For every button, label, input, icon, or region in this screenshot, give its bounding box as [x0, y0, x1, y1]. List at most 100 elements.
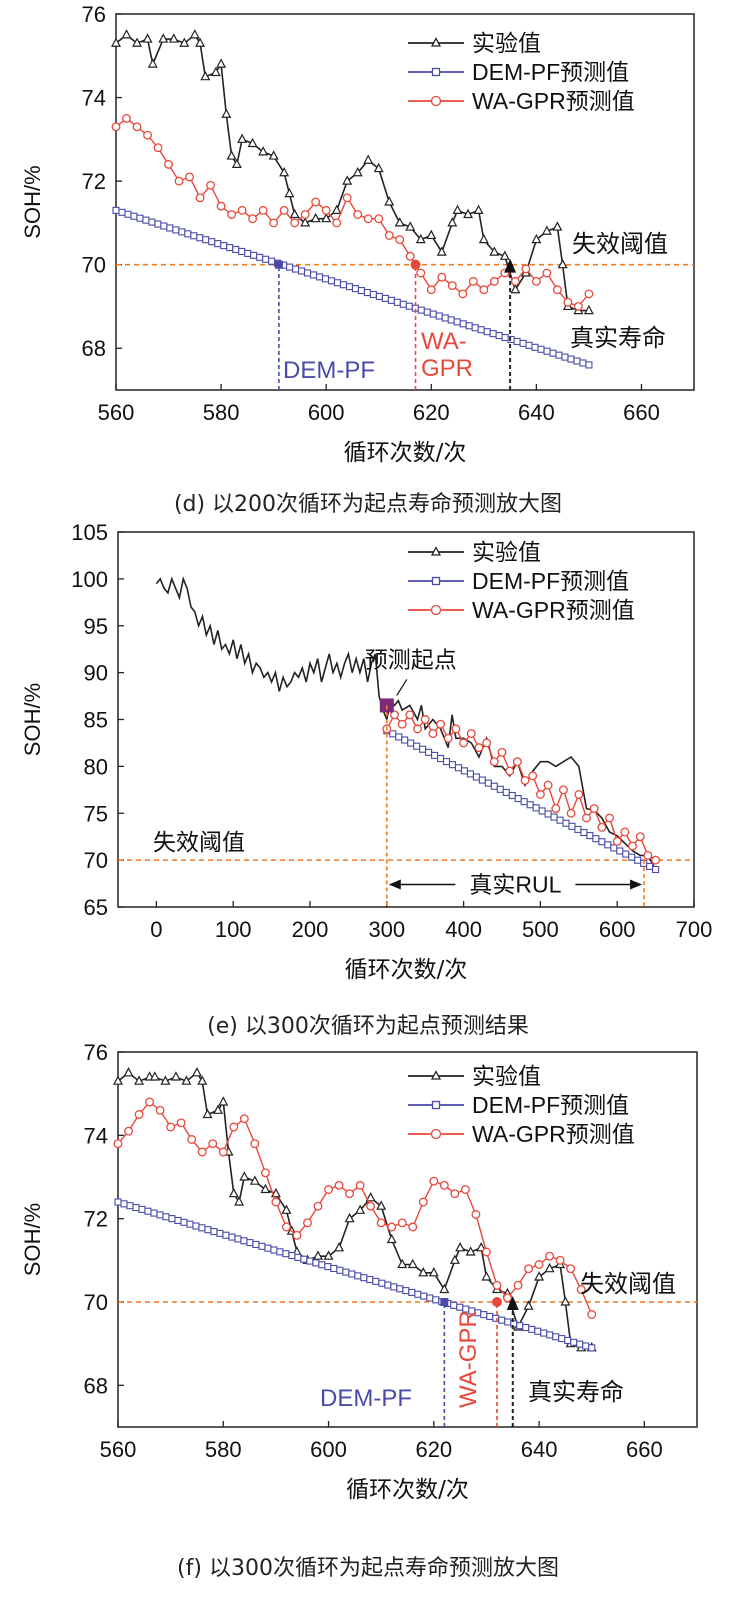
data-point — [213, 1104, 224, 1114]
data-point — [172, 226, 180, 234]
data-point — [418, 1267, 429, 1277]
data-point — [408, 1222, 418, 1232]
gpr-label-1: WA- — [421, 328, 467, 355]
data-point — [149, 1071, 160, 1081]
x-tick-label: 560 — [100, 1437, 137, 1462]
threshold-label: 失效阈值 — [153, 830, 245, 856]
data-point — [123, 1067, 134, 1077]
data-point — [574, 790, 584, 799]
data-point — [651, 855, 661, 865]
data-point — [418, 1197, 428, 1207]
data-point — [646, 862, 654, 870]
data-point — [195, 37, 206, 47]
data-point — [200, 70, 211, 81]
data-point — [431, 751, 439, 759]
x-tick-label: 620 — [415, 1437, 452, 1462]
data-point — [419, 745, 427, 753]
data-point — [397, 719, 407, 729]
data-point — [452, 204, 463, 214]
data-point — [579, 359, 587, 367]
dem-label: DEM-PF — [283, 357, 375, 384]
data-point — [386, 1233, 397, 1244]
data-point — [153, 143, 163, 153]
data-point — [543, 780, 553, 790]
data-point — [239, 1114, 249, 1124]
data-point — [181, 1075, 192, 1085]
data-point — [476, 1242, 487, 1252]
data-point — [394, 217, 405, 227]
data-point — [437, 754, 445, 763]
data-point — [372, 1277, 380, 1285]
data-point — [450, 1189, 460, 1199]
data-point — [234, 1196, 245, 1206]
data-point — [395, 733, 403, 741]
x-tick-label: 500 — [522, 917, 559, 942]
data-point — [525, 341, 533, 349]
x-tick-label: 600 — [308, 400, 345, 425]
series-line — [117, 1101, 593, 1315]
data-point — [471, 324, 479, 332]
x-tick-label: 600 — [599, 917, 636, 942]
x-axis-label: 循环次数/次 — [345, 957, 468, 983]
data-point — [282, 1250, 290, 1258]
data-point — [210, 66, 221, 77]
data-point — [138, 1205, 146, 1213]
data-point — [612, 836, 622, 846]
data-point — [528, 771, 538, 781]
data-point — [384, 1281, 392, 1289]
data-point — [432, 1296, 440, 1304]
data-point — [309, 271, 318, 279]
rul-arrow-left — [388, 879, 401, 890]
true-life-label: 真实寿命 — [528, 1378, 624, 1406]
data-point — [498, 1316, 506, 1324]
data-point — [543, 347, 551, 355]
data-point — [228, 1187, 239, 1198]
legend-label: WA-GPR预测值 — [472, 1121, 635, 1147]
data-point — [622, 850, 630, 858]
data-point — [502, 788, 510, 796]
data-point — [443, 733, 453, 743]
data-point — [478, 776, 486, 784]
data-point — [252, 1240, 260, 1249]
x-tick-label: 600 — [310, 1437, 347, 1462]
data-point — [568, 822, 576, 830]
data-point — [535, 790, 545, 799]
data-point — [546, 1331, 554, 1339]
data-point — [407, 739, 415, 747]
data-point — [454, 764, 463, 772]
data-point — [300, 1255, 308, 1263]
data-point — [620, 827, 630, 837]
x-tick-label: 400 — [445, 917, 482, 942]
data-point — [220, 242, 228, 250]
x-tick-label: 640 — [518, 400, 555, 425]
data-point — [298, 267, 306, 275]
data-point — [118, 208, 126, 216]
data-point — [132, 37, 143, 47]
data-point — [208, 1139, 218, 1149]
data-point — [564, 1336, 572, 1344]
y-axis-label: SOH/% — [20, 165, 45, 238]
legend: 实验值 DEM-PF预测值 WA-GPR预测值 — [408, 1063, 635, 1147]
data-point — [510, 283, 521, 294]
data-point — [436, 246, 447, 256]
data-point — [415, 233, 426, 244]
legend-marker — [430, 546, 442, 556]
data-point — [221, 108, 232, 118]
data-point — [557, 258, 568, 269]
data-point — [573, 301, 583, 311]
data-point — [166, 1122, 176, 1132]
data-point — [429, 310, 437, 318]
data-point — [544, 810, 552, 818]
y-tick-label: 105 — [71, 520, 108, 545]
data-point — [360, 1274, 368, 1282]
data-point — [303, 1218, 312, 1228]
data-point — [413, 742, 421, 750]
data-point — [244, 249, 252, 257]
data-point — [496, 785, 504, 793]
gpr-label: WA-GPR — [455, 1310, 482, 1408]
data-point — [279, 166, 290, 177]
y-tick-label: 70 — [82, 253, 106, 278]
data-point — [471, 1210, 481, 1219]
true-life-arrow — [504, 258, 517, 273]
data-point — [198, 1224, 206, 1232]
